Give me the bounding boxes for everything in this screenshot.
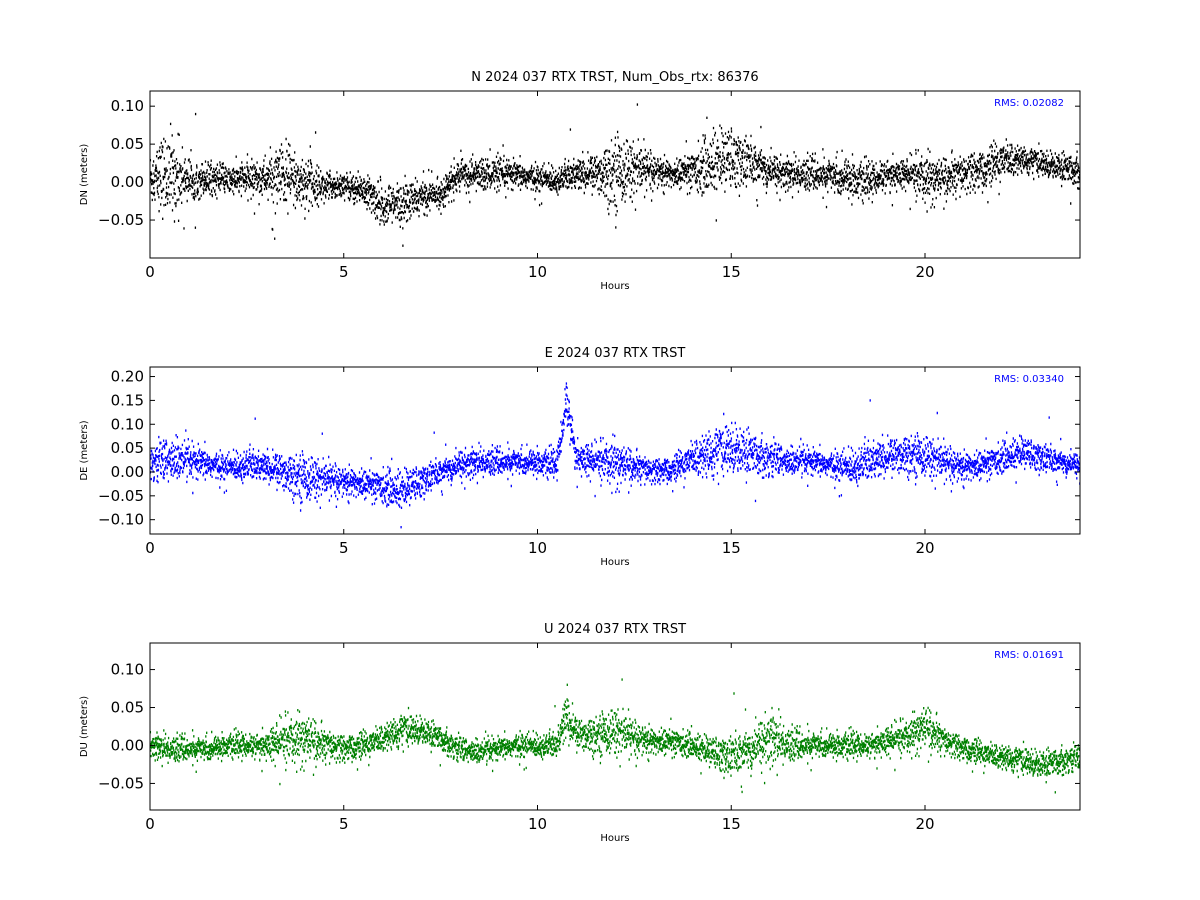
y-tick-label: 0.10 [111, 97, 144, 115]
x-axis-label-n: Hours [600, 281, 629, 292]
axes-frame-e [149, 366, 1081, 535]
panel-u: 0 5 10 15 20 −0.05 0.00 0.05 0.10 U 2024 037 RTX … [79, 622, 1081, 844]
series-points-e [150, 382, 1080, 529]
x-tick-label: 0 [145, 263, 155, 281]
x-tick-label: 15 [722, 263, 741, 281]
y-axis-label-e: DE (meters) [79, 420, 90, 480]
y-tick-label: 0.00 [111, 173, 144, 191]
x-tick-label: 0 [145, 815, 155, 833]
panel-title-e: E 2024 037 RTX TRST [545, 346, 686, 361]
rms-annotation-u: RMS: 0.01691 [994, 650, 1064, 661]
y-axis-label-n: DN (meters) [79, 144, 90, 206]
panel-title-n: N 2024 037 RTX TRST, Num_Obs_rtx: 86376 [471, 70, 758, 85]
x-axis-label-e: Hours [600, 557, 629, 568]
panels: 0 5 10 15 20 −0.05 0.00 0.05 0.10 N 2024 037 RTX … [79, 70, 1081, 844]
y-tick-label: −0.10 [98, 511, 144, 529]
data-marks-e [150, 382, 1080, 529]
x-tick-label: 20 [915, 815, 934, 833]
y-tick-label: −0.05 [98, 487, 144, 505]
data-marks-u [150, 678, 1080, 794]
x-tick-label: 15 [722, 539, 741, 557]
y-tick-label: 0.05 [111, 135, 144, 153]
x-tick-label: 20 [915, 263, 934, 281]
x-tick-label: 5 [339, 815, 349, 833]
x-tick-label: 15 [722, 815, 741, 833]
y-tick-label: 0.10 [111, 415, 144, 433]
x-tick-label: 20 [915, 539, 934, 557]
y-tick-label: 0.10 [111, 661, 144, 679]
x-tick-label: 0 [145, 539, 155, 557]
y-tick-label: −0.05 [98, 774, 144, 792]
y-tick-label: 0.05 [111, 699, 144, 717]
axes-frame-n [149, 90, 1081, 259]
series-points-u [150, 678, 1080, 794]
x-tick-label: 5 [339, 539, 349, 557]
data-marks-n [150, 91, 1080, 247]
rms-annotation-n: RMS: 0.02082 [994, 98, 1064, 109]
axes-frame-u [149, 642, 1081, 811]
y-tick-label: 0.00 [111, 736, 144, 754]
y-tick-label: 0.20 [111, 368, 144, 386]
x-tick-label: 10 [528, 263, 547, 281]
series-points-n [150, 91, 1080, 247]
y-tick-label: −0.05 [98, 211, 144, 229]
panel-e: 0 5 10 15 20 −0.10 −0.05 0.00 0.05 0.10 0.15 0.20 E … [79, 346, 1081, 568]
rms-annotation-e: RMS: 0.03340 [994, 374, 1064, 385]
panel-n: 0 5 10 15 20 −0.05 0.00 0.05 0.10 N 2024 037 RTX … [79, 70, 1081, 292]
y-axis-label-u: DU (meters) [79, 696, 90, 757]
y-tick-label: 0.00 [111, 463, 144, 481]
x-tick-label: 10 [528, 815, 547, 833]
x-axis-label-u: Hours [600, 833, 629, 844]
x-tick-label: 5 [339, 263, 349, 281]
panel-title-u: U 2024 037 RTX TRST [544, 622, 686, 637]
y-tick-label: 0.15 [111, 391, 144, 409]
x-tick-label: 10 [528, 539, 547, 557]
y-tick-label: 0.05 [111, 439, 144, 457]
